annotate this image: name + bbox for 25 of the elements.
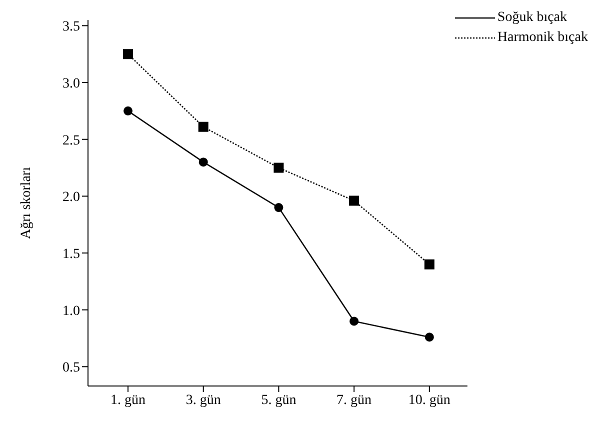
point [124, 106, 132, 116]
point [198, 158, 208, 167]
x-tick-label: 7. gün [336, 392, 372, 408]
point [350, 316, 359, 326]
point [198, 122, 208, 132]
y-tick-label: 0.5 [62, 360, 80, 376]
y-tick-label: 3.5 [62, 20, 80, 35]
x-tick-label: 3. gün [186, 392, 221, 408]
point [424, 332, 434, 342]
x-tick-label: 10. gün [408, 392, 450, 408]
y-tick-label: 1.5 [62, 246, 80, 262]
y-tick-label: 2.5 [62, 133, 80, 148]
legend-label: Harmonik bıçak [497, 30, 588, 46]
y-tick-label: 3.0 [62, 76, 80, 92]
y-axis-title: Ağrı skorları [18, 166, 34, 239]
y-tick-label: 2.0 [62, 190, 80, 206]
point [349, 196, 360, 206]
point [274, 203, 284, 212]
x-tick-label: 5. gün [261, 392, 296, 408]
point [424, 259, 434, 270]
x-tick-label: 1. gün [110, 392, 146, 408]
point [123, 49, 133, 60]
point [274, 162, 284, 173]
y-tick-label: 1.0 [62, 304, 80, 319]
legend-label: Soğuk bıçak [497, 10, 568, 26]
